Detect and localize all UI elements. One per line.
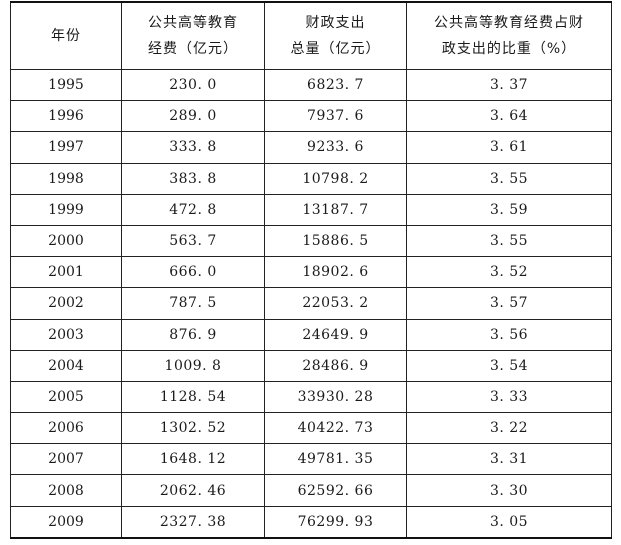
cell-year: 1996 [10,100,122,133]
header-year-line-1: 年份 [51,28,81,44]
cell-higher-education-funding: 876. 9 [121,318,265,351]
cell-funding-share: 3. 55 [406,162,612,195]
cell-higher-education-funding: 383. 8 [121,162,265,195]
cell-fiscal-expenditure: 24649. 9 [264,318,407,351]
cell-funding-share: 3. 05 [406,505,612,539]
table-row: 1997 333. 8 9233. 6 3. 61 [10,131,612,164]
cell-higher-education-funding: 563. 7 [121,224,265,258]
cell-year: 1998 [10,162,122,195]
table-row: 2009 2327. 38 76299. 93 3. 05 [10,505,612,539]
table-row: 2007 1648. 12 49781. 35 3. 31 [10,443,612,476]
header-fiscal-expenditure: 财政支出 总量（亿元） [264,1,407,70]
cell-higher-education-funding: 1009. 8 [121,349,265,382]
cell-fiscal-expenditure: 28486. 9 [264,349,407,382]
cell-fiscal-expenditure: 62592. 66 [264,474,407,507]
cell-funding-share: 3. 55 [406,224,612,258]
header-share-line-1: 公共高等教育经费占财 [434,15,584,31]
cell-fiscal-expenditure: 9233. 6 [264,131,407,164]
cell-fiscal-expenditure: 10798. 2 [264,162,407,195]
table-row: 2008 2062. 46 62592. 66 3. 30 [10,474,612,507]
cell-funding-share: 3. 56 [406,318,612,351]
header-funding-line-1: 公共高等教育 [148,15,238,31]
cell-year: 2004 [10,349,122,382]
cell-higher-education-funding: 289. 0 [121,100,265,133]
cell-fiscal-expenditure: 6823. 7 [264,68,407,102]
cell-funding-share: 3. 31 [406,443,612,476]
cell-year: 2009 [10,505,122,539]
header-year: 年份 [10,1,122,70]
cell-fiscal-expenditure: 33930. 28 [264,380,407,414]
table-row: 1995 230. 0 6823. 7 3. 37 [10,68,612,102]
cell-funding-share: 3. 33 [406,380,612,414]
header-funding-share: 公共高等教育经费占财 政支出的比重（%） [406,1,612,70]
cell-higher-education-funding: 333. 8 [121,131,265,164]
header-expenditure-line-1: 财政支出 [305,15,366,31]
cell-higher-education-funding: 1128. 54 [121,380,265,414]
table-row: 2002 787. 5 22053. 2 3. 57 [10,287,612,320]
cell-funding-share: 3. 57 [406,287,612,320]
cell-funding-share: 3. 37 [406,68,612,102]
table-row: 2003 876. 9 24649. 9 3. 56 [10,318,612,351]
cell-year: 1999 [10,193,122,226]
table-row: 2001 666. 0 18902. 6 3. 52 [10,256,612,289]
cell-year: 2005 [10,380,122,414]
cell-year: 2007 [10,443,122,476]
table-row: 1998 383. 8 10798. 2 3. 55 [10,162,612,195]
cell-higher-education-funding: 1648. 12 [121,443,265,476]
cell-funding-share: 3. 30 [406,474,612,507]
cell-funding-share: 3. 54 [406,349,612,382]
cell-higher-education-funding: 1302. 52 [121,412,265,445]
cell-higher-education-funding: 787. 5 [121,287,265,320]
education-funding-table: 年份 公共高等教育 经费（亿元） 财政支出 总量（亿元） 公共高等教育经费占财 … [10,1,612,539]
cell-fiscal-expenditure: 7937. 6 [264,100,407,133]
cell-higher-education-funding: 472. 8 [121,193,265,226]
cell-year: 2008 [10,474,122,507]
table-row: 1996 289. 0 7937. 6 3. 64 [10,100,612,133]
cell-fiscal-expenditure: 76299. 93 [264,505,407,539]
cell-fiscal-expenditure: 15886. 5 [264,224,407,258]
cell-funding-share: 3. 59 [406,193,612,226]
header-higher-education-funding: 公共高等教育 经费（亿元） [121,1,265,70]
table-header-row: 年份 公共高等教育 经费（亿元） 财政支出 总量（亿元） 公共高等教育经费占财 … [10,1,612,70]
header-expenditure-line-2: 总量（亿元） [290,41,381,57]
cell-fiscal-expenditure: 22053. 2 [264,287,407,320]
cell-fiscal-expenditure: 40422. 73 [264,412,407,445]
table-row: 1999 472. 8 13187. 7 3. 59 [10,193,612,226]
header-share-line-2: 政支出的比重（%） [441,41,577,57]
cell-higher-education-funding: 230. 0 [121,68,265,102]
table-row: 2004 1009. 8 28486. 9 3. 54 [10,349,612,382]
cell-higher-education-funding: 2327. 38 [121,505,265,539]
table-row: 2006 1302. 52 40422. 73 3. 22 [10,412,612,445]
cell-higher-education-funding: 2062. 46 [121,474,265,507]
table-row: 2000 563. 7 15886. 5 3. 55 [10,224,612,258]
cell-fiscal-expenditure: 18902. 6 [264,256,407,289]
cell-year: 1997 [10,131,122,164]
cell-funding-share: 3. 52 [406,256,612,289]
data-table-container: 年份 公共高等教育 经费（亿元） 财政支出 总量（亿元） 公共高等教育经费占财 … [10,1,612,539]
cell-year: 2000 [10,224,122,258]
cell-funding-share: 3. 22 [406,412,612,445]
cell-funding-share: 3. 61 [406,131,612,164]
cell-year: 2006 [10,412,122,445]
cell-year: 2003 [10,318,122,351]
cell-year: 2001 [10,256,122,289]
cell-year: 1995 [10,68,122,102]
table-row: 2005 1128. 54 33930. 28 3. 33 [10,380,612,414]
cell-higher-education-funding: 666. 0 [121,256,265,289]
cell-year: 2002 [10,287,122,320]
cell-fiscal-expenditure: 49781. 35 [264,443,407,476]
header-funding-line-2: 经费（亿元） [148,41,238,57]
cell-fiscal-expenditure: 13187. 7 [264,193,407,226]
cell-funding-share: 3. 64 [406,100,612,133]
